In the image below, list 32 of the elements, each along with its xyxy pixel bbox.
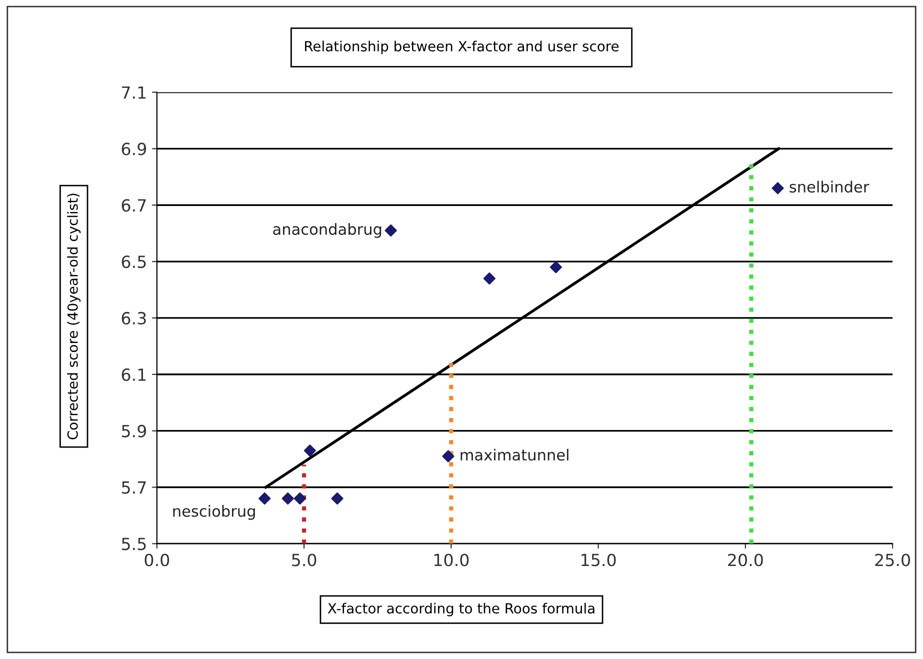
y-axis-title: Corrected score (40year-old cyclist) [67,194,81,440]
y-tick-label: 6.5 [122,256,146,268]
chart-title: Relationship between X-factor and user score [305,40,619,54]
x-axis-title: X-factor according to the Roos formula [328,602,594,616]
annotation: nesciobrug [173,505,255,520]
y-tick-label: 6.1 [122,368,146,381]
x-tick-label: 15.0 [582,554,616,566]
point [550,261,562,274]
point [442,450,454,462]
point [384,224,397,237]
y-tick-label: 6.9 [122,142,146,156]
point [331,492,344,505]
point [282,492,294,505]
x-tick-label: 5.0 [292,554,316,566]
point [294,492,306,505]
point [258,492,271,505]
y-tick-label: 7.1 [122,86,146,99]
x-tick-label: 20.0 [728,554,763,566]
y-tick-label: 6.3 [122,312,146,325]
annotation: maximatunnel [460,448,568,461]
y-tick-label: 6.7 [122,199,146,212]
y-tick-label: 5.7 [122,481,146,494]
point [772,182,784,194]
y-tick-label: 5.9 [122,424,146,438]
point [304,444,316,457]
x-tick-label: 0.0 [144,554,170,566]
x-tick-label: 10.0 [434,554,469,566]
annotation: snelbinder [790,180,870,193]
point [483,272,496,285]
y-tick-label: 5.5 [122,538,146,550]
annotation: anacondabrug [273,223,382,238]
x-tick-label: 25.0 [875,554,910,566]
